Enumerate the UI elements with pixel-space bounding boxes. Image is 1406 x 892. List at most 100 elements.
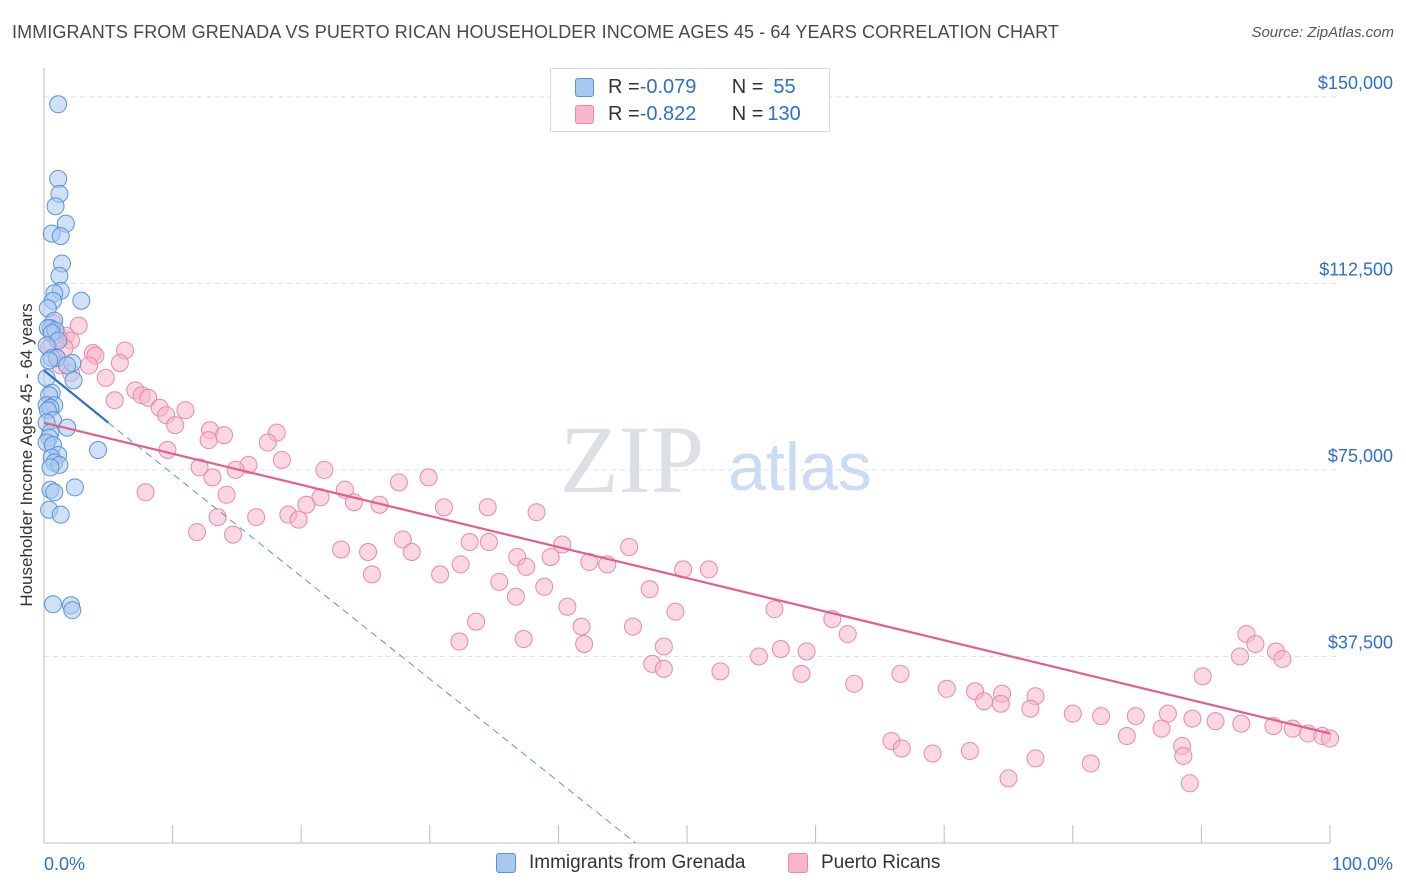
puerto-ricans-point: [923, 744, 942, 763]
puerto-ricans-point: [1092, 707, 1111, 726]
puerto-ricans-point: [654, 637, 673, 656]
puerto-ricans-point: [460, 533, 479, 552]
puerto-ricans-point: [389, 473, 408, 492]
puerto-ricans-point: [1026, 749, 1045, 768]
puerto-ricans-point: [666, 602, 685, 621]
legend-r-label: R =: [608, 102, 640, 125]
puerto-ricans-point: [711, 662, 730, 681]
puerto-ricans-point: [1246, 635, 1265, 654]
source-label: Source: ZipAtlas.com: [1251, 24, 1394, 41]
grenada-point: [58, 356, 77, 375]
puerto-ricans-point: [1021, 699, 1040, 718]
puerto-ricans-point: [190, 458, 209, 477]
puerto-ricans-point: [960, 741, 979, 760]
puerto-ricans-point: [215, 426, 234, 445]
puerto-ricans-point: [535, 577, 554, 596]
puerto-ricans-point: [105, 391, 124, 410]
puerto-ricans-point: [575, 635, 594, 654]
puerto-ricans-point: [1126, 707, 1145, 726]
puerto-ricans-point: [1273, 649, 1292, 668]
legend-item-puerto-ricans: Puerto Ricans: [788, 852, 940, 874]
y-tick-label: $75,000: [1328, 446, 1393, 466]
x-tick-label: 0.0%: [44, 854, 85, 874]
puerto-ricans-point: [188, 523, 207, 542]
puerto-ricans-point: [490, 572, 509, 591]
puerto-ricans-point: [315, 460, 334, 479]
puerto-ricans-point: [937, 679, 956, 698]
puerto-ricans-point: [640, 580, 659, 599]
grenada-point: [51, 227, 70, 246]
x-tick-label: 100.0%: [1332, 854, 1393, 874]
puerto-ricans-point: [1321, 729, 1339, 748]
chart-title: IMMIGRANTS FROM GRENADA VS PUERTO RICAN …: [12, 22, 1060, 42]
legend-n-label: N =: [731, 75, 764, 98]
puerto-ricans-point: [506, 587, 525, 606]
puerto-ricans-point: [393, 530, 412, 549]
grenada-point: [51, 505, 70, 524]
puerto-ricans-point: [1117, 727, 1136, 746]
puerto-ricans-point: [450, 632, 469, 651]
puerto-ricans-point: [838, 625, 857, 644]
puerto-ricans-point: [1232, 714, 1251, 733]
puerto-ricans-point: [792, 664, 811, 683]
puerto-ricans-point: [1230, 647, 1249, 666]
puerto-ricans-point: [217, 485, 236, 504]
correlation-legend: R = -0.079 N = 55 R = -0.822 N = 130: [550, 68, 830, 132]
grenada-point: [64, 371, 83, 390]
puerto-ricans-point: [451, 555, 470, 574]
puerto-ricans-point: [208, 508, 227, 527]
grenada-swatch: [575, 77, 594, 97]
grid-lines: [44, 96, 1340, 657]
puerto-ricans-point: [479, 533, 498, 552]
grenada-point: [44, 595, 63, 614]
legend-r-label: R =: [608, 75, 640, 98]
puerto-ricans-swatch: [788, 853, 808, 873]
y-axis-label: Householder Income Ages 45 - 64 years: [17, 303, 36, 606]
legend-n-label: N =: [731, 102, 764, 125]
puerto-ricans-point: [69, 316, 88, 335]
puerto-ricans-point: [1174, 746, 1193, 765]
puerto-ricans-point: [136, 483, 155, 502]
puerto-ricans-point: [434, 498, 453, 517]
puerto-ricans-point: [1063, 704, 1082, 723]
puerto-ricans-point: [258, 433, 277, 452]
grenada-points: [37, 95, 108, 620]
puerto-ricans-point: [1152, 719, 1171, 738]
puerto-ricans-point: [1193, 667, 1212, 686]
puerto-ricans-point: [541, 547, 560, 566]
grenada-point: [41, 458, 60, 477]
y-tick-label: $150,000: [1318, 73, 1393, 93]
grenada-swatch: [496, 853, 516, 873]
grenada-point: [49, 169, 68, 188]
puerto-ricans-point: [750, 647, 769, 666]
puerto-ricans-point: [558, 597, 577, 616]
puerto-ricans-point: [289, 510, 308, 529]
legend-label-grenada: Immigrants from Grenada: [529, 852, 746, 873]
puerto-ricans-point: [797, 642, 816, 661]
grenada-point: [50, 266, 69, 285]
watermark-zip: ZIP: [560, 406, 704, 513]
grenada-trend-extension: [107, 422, 636, 844]
grenada-point: [89, 441, 108, 460]
trend-lines: [43, 369, 1331, 844]
puerto-ricans-point: [999, 769, 1018, 788]
grenada-point: [40, 351, 59, 370]
puerto-ricans-point: [199, 431, 218, 450]
legend-r-value: -0.822: [639, 102, 697, 125]
puerto-ricans-point: [1158, 704, 1177, 723]
puerto-ricans-point: [203, 468, 222, 487]
grenada-point: [63, 601, 82, 620]
puerto-ricans-point: [699, 560, 718, 579]
puerto-ricans-point: [514, 630, 533, 649]
puerto-ricans-point: [527, 503, 546, 522]
y-tick-label: $37,500: [1328, 632, 1393, 652]
puerto-ricans-point: [80, 356, 99, 375]
puerto-ricans-point: [176, 401, 195, 420]
puerto-ricans-point: [431, 565, 450, 584]
puerto-ricans-point: [991, 694, 1010, 713]
puerto-ricans-point: [892, 739, 911, 758]
puerto-ricans-point: [1206, 712, 1225, 731]
legend-row-grenada: R = -0.079 N = 55: [575, 75, 796, 99]
puerto-ricans-point: [359, 542, 378, 561]
grenada-point: [72, 291, 91, 310]
